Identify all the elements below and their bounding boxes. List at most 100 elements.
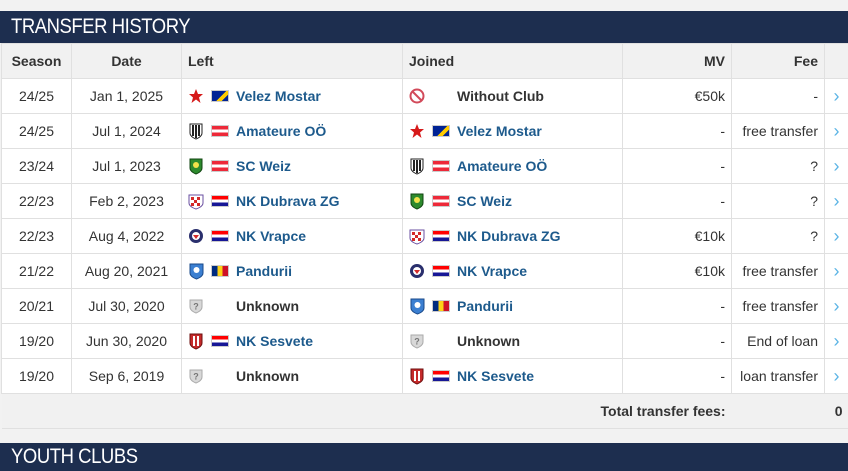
striped-crest-icon[interactable] <box>409 157 425 175</box>
red-white-crest-icon[interactable] <box>188 332 204 350</box>
row-details-arrow-icon[interactable]: › <box>824 323 848 359</box>
youth-clubs-title: YOUTH CLUBS <box>11 445 138 468</box>
joined-club-name[interactable]: NK Sesvete <box>457 368 535 384</box>
market-value-cell: - <box>622 288 732 324</box>
empty-flag <box>211 370 229 382</box>
market-value-cell: - <box>622 358 732 394</box>
transfer-row: 24/25 Jan 1, 2025 Velez Mostar Without Club… <box>1 78 848 114</box>
svg-text:?: ? <box>193 302 199 312</box>
bosnia-flag-icon <box>211 90 229 102</box>
croatia-flag-icon <box>432 265 450 277</box>
left-club-name[interactable]: NK Dubrava ZG <box>236 193 340 209</box>
joined-club-name[interactable]: SC Weiz <box>457 193 512 209</box>
striped-crest-icon[interactable] <box>188 122 204 140</box>
joined-club-cell: NK Vrapce <box>402 253 623 289</box>
date-cell: Aug 4, 2022 <box>71 218 182 254</box>
no-club-crest-icon[interactable] <box>409 87 425 105</box>
fee-cell: End of loan <box>731 323 825 359</box>
date-cell: Jul 1, 2024 <box>71 113 182 149</box>
fee-cell: free transfer <box>731 113 825 149</box>
transfer-history-header: TRANSFER HISTORY <box>0 11 848 43</box>
row-details-arrow-icon[interactable]: › <box>824 358 848 394</box>
col-date: Date <box>71 43 182 79</box>
green-shield-crest-icon[interactable] <box>409 192 425 210</box>
market-value-cell: €10k <box>622 253 732 289</box>
austria-flag-icon <box>432 195 450 207</box>
date-cell: Jul 30, 2020 <box>71 288 182 324</box>
transfer-row: 19/20 Sep 6, 2019? Unknown NK Sesvete - loan … <box>1 358 848 394</box>
row-details-arrow-icon[interactable]: › <box>824 253 848 289</box>
left-club-name: Unknown <box>236 298 299 314</box>
joined-club-cell: Amateure OÖ <box>402 148 623 184</box>
left-club-cell: SC Weiz <box>181 148 403 184</box>
total-row: Total transfer fees: 0 <box>1 393 848 429</box>
joined-club-name: Unknown <box>457 333 520 349</box>
checkered-crest-icon[interactable] <box>188 192 204 210</box>
table-header-row: Season Date Left Joined MV Fee <box>1 43 848 79</box>
left-club-name[interactable]: NK Vrapce <box>236 228 307 244</box>
croatia-flag-icon <box>211 335 229 347</box>
date-cell: Aug 20, 2021 <box>71 253 182 289</box>
round-blue-crest-icon[interactable] <box>409 262 425 280</box>
red-white-crest-icon[interactable] <box>409 367 425 385</box>
romania-flag-icon <box>211 265 229 277</box>
row-details-arrow-icon[interactable]: › <box>824 288 848 324</box>
season-cell: 24/25 <box>1 78 72 114</box>
row-details-arrow-icon[interactable]: › <box>824 78 848 114</box>
joined-club-name[interactable]: Velez Mostar <box>457 123 542 139</box>
total-fees-value: 0 <box>731 393 848 429</box>
row-details-arrow-icon[interactable]: › <box>824 113 848 149</box>
romania-flag-icon <box>432 300 450 312</box>
joined-club-name[interactable]: Pandurii <box>457 298 514 314</box>
joined-club-name[interactable]: NK Dubrava ZG <box>457 228 561 244</box>
col-fee: Fee <box>731 43 825 79</box>
blue-shield-crest-icon[interactable] <box>188 262 204 280</box>
fee-cell: free transfer <box>731 288 825 324</box>
joined-club-name[interactable]: Amateure OÖ <box>457 158 548 174</box>
season-cell: 21/22 <box>1 253 72 289</box>
fee-cell: loan transfer <box>731 358 825 394</box>
col-joined: Joined <box>402 43 623 79</box>
joined-club-cell: NK Dubrava ZG <box>402 218 623 254</box>
left-club-name[interactable]: Pandurii <box>236 263 293 279</box>
blue-shield-crest-icon[interactable] <box>409 297 425 315</box>
unknown-crest-icon[interactable]: ? <box>188 367 204 385</box>
round-blue-crest-icon[interactable] <box>188 227 204 245</box>
row-details-arrow-icon[interactable]: › <box>824 218 848 254</box>
left-club-name[interactable]: SC Weiz <box>236 158 291 174</box>
row-details-arrow-icon[interactable]: › <box>824 148 848 184</box>
joined-club-cell: ? Unknown <box>402 323 623 359</box>
left-club-name: Unknown <box>236 368 299 384</box>
market-value-cell: - <box>622 148 732 184</box>
austria-flag-icon <box>211 160 229 172</box>
svg-text:?: ? <box>414 337 420 347</box>
austria-flag-icon <box>211 125 229 137</box>
left-club-name[interactable]: Velez Mostar <box>236 88 321 104</box>
transfer-row: 22/23 Aug 4, 2022 NK Vrapce NK Dubrava ZG €1… <box>1 218 848 254</box>
joined-club-cell: NK Sesvete <box>402 358 623 394</box>
season-cell: 22/23 <box>1 183 72 219</box>
col-season: Season <box>1 43 72 79</box>
svg-text:?: ? <box>193 372 199 382</box>
left-club-name[interactable]: Amateure OÖ <box>236 123 327 139</box>
croatia-flag-icon <box>432 230 450 242</box>
unknown-crest-icon[interactable]: ? <box>188 297 204 315</box>
left-club-cell: Velez Mostar <box>181 78 403 114</box>
green-shield-crest-icon[interactable] <box>188 157 204 175</box>
left-club-cell: ? Unknown <box>181 288 403 324</box>
date-cell: Sep 6, 2019 <box>71 358 182 394</box>
empty-flag <box>432 335 450 347</box>
red-star-crest-icon[interactable] <box>188 87 204 105</box>
market-value-cell: €10k <box>622 218 732 254</box>
row-details-arrow-icon[interactable]: › <box>824 183 848 219</box>
joined-club-cell: Pandurii <box>402 288 623 324</box>
unknown-crest-icon[interactable]: ? <box>409 332 425 350</box>
transfer-row: 22/23 Feb 2, 2023 NK Dubrava ZG SC Weiz -? › <box>1 183 848 219</box>
col-arrow <box>824 43 848 79</box>
col-mv: MV <box>622 43 732 79</box>
checkered-crest-icon[interactable] <box>409 227 425 245</box>
red-star-crest-icon[interactable] <box>409 122 425 140</box>
joined-club-name[interactable]: NK Vrapce <box>457 263 528 279</box>
left-club-name[interactable]: NK Sesvete <box>236 333 314 349</box>
fee-cell: ? <box>731 183 825 219</box>
